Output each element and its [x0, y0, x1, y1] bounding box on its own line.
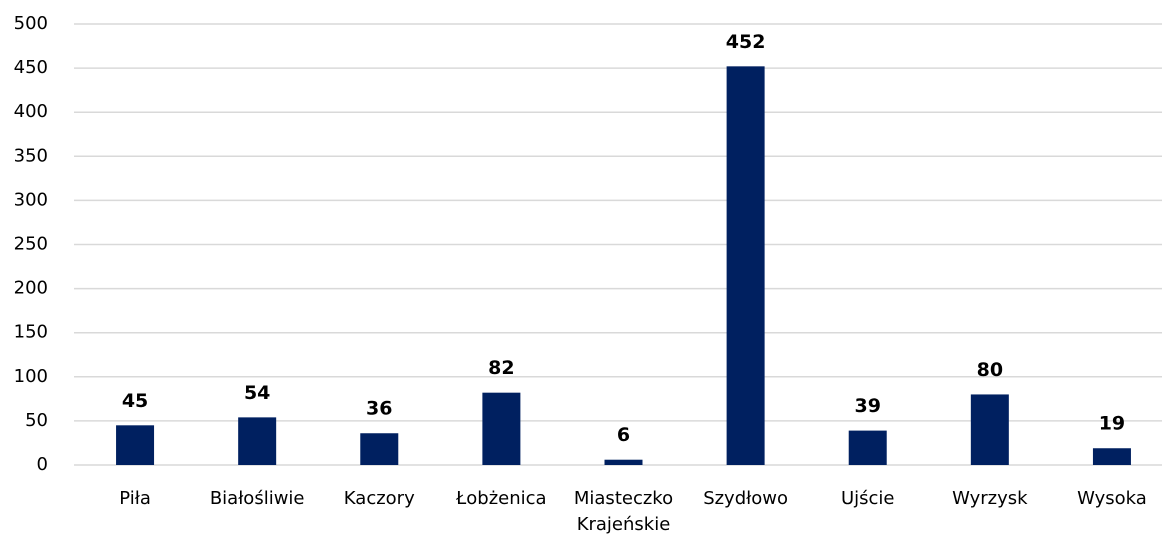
data-label: 82	[488, 357, 514, 379]
data-label: 39	[854, 395, 880, 417]
bar	[604, 459, 643, 465]
bar	[238, 417, 277, 465]
data-label: 54	[244, 382, 270, 404]
data-label: 452	[726, 31, 766, 53]
y-tick-label: 0	[37, 454, 48, 475]
x-tick-label: Miasteczko Krajeńskie	[573, 488, 674, 535]
bar	[1092, 448, 1131, 465]
y-tick-label: 250	[14, 234, 48, 255]
y-tick-label: 150	[14, 322, 48, 343]
data-label: 36	[366, 398, 392, 420]
y-tick-label: 350	[14, 145, 48, 166]
data-label: 6	[617, 424, 630, 446]
y-tick-label: 400	[14, 101, 48, 122]
bar	[360, 433, 399, 465]
x-tick-label: Ujście	[840, 488, 895, 509]
y-tick-label: 300	[14, 189, 48, 210]
data-label: 19	[1099, 413, 1125, 435]
x-tick-label: Łobżenica	[456, 488, 547, 509]
x-tick-label: Szydłowo	[703, 488, 789, 509]
bar	[116, 425, 155, 465]
bar	[726, 66, 765, 465]
data-label: 45	[122, 390, 148, 412]
y-tick-label: 200	[14, 278, 48, 299]
x-tick-label: Wyrzysk	[952, 488, 1028, 509]
y-tick-label: 450	[14, 57, 48, 78]
x-tick-label: Białośliwie	[209, 488, 305, 509]
y-tick-label: 100	[14, 366, 48, 387]
x-tick-label: Kaczory	[343, 488, 415, 509]
y-tick-label: 50	[25, 410, 48, 431]
x-tick-label: Piła	[119, 488, 151, 509]
bar	[482, 392, 521, 465]
x-tick-label: Wysoka	[1077, 488, 1147, 509]
data-label: 80	[977, 359, 1003, 381]
bar	[848, 430, 887, 465]
bar	[970, 394, 1009, 465]
y-tick-label: 500	[14, 13, 48, 34]
